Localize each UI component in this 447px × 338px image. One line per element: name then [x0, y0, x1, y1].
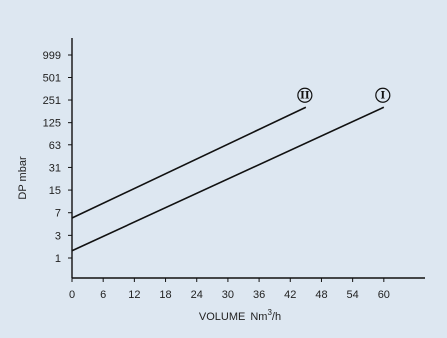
- x-axis-unit-suffix: /h: [272, 311, 281, 323]
- x-axis-unit-prefix: Nm: [250, 311, 267, 323]
- x-axis-title: VOLUME Nm3/h: [199, 308, 281, 323]
- x-tick-label: 48: [315, 289, 327, 301]
- x-tick-label: 0: [69, 289, 75, 301]
- y-tick-label: 7: [55, 208, 61, 220]
- series-line-ii: [71, 106, 307, 219]
- y-tick-label: 999: [43, 50, 61, 62]
- x-axis-ticks: 0 6 12 18 24 30 36 42 48 54 60: [69, 278, 390, 301]
- y-axis-title: DP mbar: [17, 156, 29, 200]
- series-label-i: I: [380, 91, 385, 102]
- y-tick-label: 1: [55, 253, 61, 265]
- x-tick-label: 42: [284, 289, 296, 301]
- y-tick-label: 501: [43, 73, 61, 85]
- x-axis-unit-superscript: 3: [267, 308, 272, 317]
- series-line-i: [71, 106, 385, 252]
- y-tick-label: 15: [49, 185, 61, 197]
- x-axis-title-text: VOLUME: [199, 311, 245, 323]
- y-tick-label: 31: [49, 162, 61, 174]
- y-tick-label: 3: [55, 230, 61, 242]
- series-lines: [71, 106, 385, 252]
- y-tick-label: 125: [43, 118, 61, 130]
- x-tick-label: 24: [191, 289, 203, 301]
- x-tick-label: 60: [378, 289, 390, 301]
- series-labels: III: [297, 87, 391, 103]
- x-tick-label: 12: [128, 289, 140, 301]
- x-tick-label: 54: [347, 289, 359, 301]
- series-label-circle-i: [375, 87, 391, 103]
- x-tick-label: 36: [253, 289, 265, 301]
- y-tick-label: 63: [49, 140, 61, 152]
- x-tick-label: 18: [159, 289, 171, 301]
- series-label-ii: II: [300, 91, 310, 102]
- x-tick-label: 6: [100, 289, 106, 301]
- y-tick-label: 251: [43, 95, 61, 107]
- series-label-circle-ii: [297, 87, 313, 103]
- x-tick-label: 30: [222, 289, 234, 301]
- y-axis-ticks: 1 3 7 15 31 63 125 251 501 999: [43, 50, 72, 265]
